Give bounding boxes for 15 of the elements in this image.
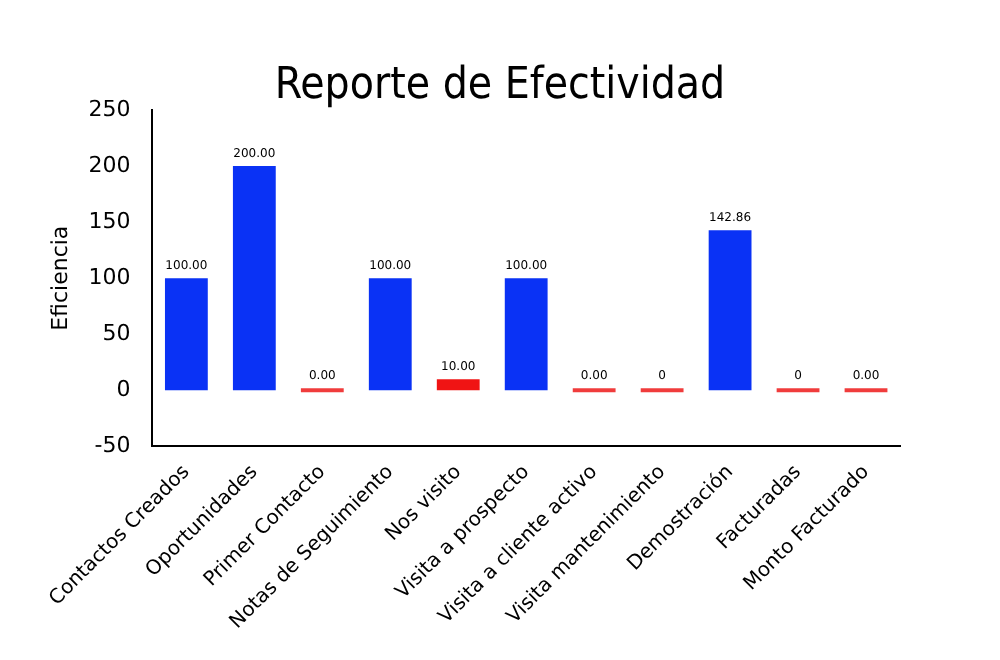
bar: [504, 278, 548, 391]
bar: [232, 166, 276, 391]
bar: [164, 278, 208, 391]
bar: [436, 379, 480, 391]
y-axis-title: Eficiencia: [46, 225, 73, 331]
chart-title: Reporte de Efectividad: [274, 60, 726, 110]
y-tick-label: 250: [88, 95, 131, 122]
y-tick-label: 150: [88, 207, 131, 234]
y-tick-label: 0: [116, 376, 131, 403]
bar: [368, 278, 412, 391]
y-tick-label: 50: [102, 320, 131, 347]
y-tick-label: -50: [94, 432, 131, 459]
y-tick-label: 100: [88, 263, 131, 290]
y-tick-label: 200: [88, 151, 131, 178]
bar: [708, 230, 752, 391]
